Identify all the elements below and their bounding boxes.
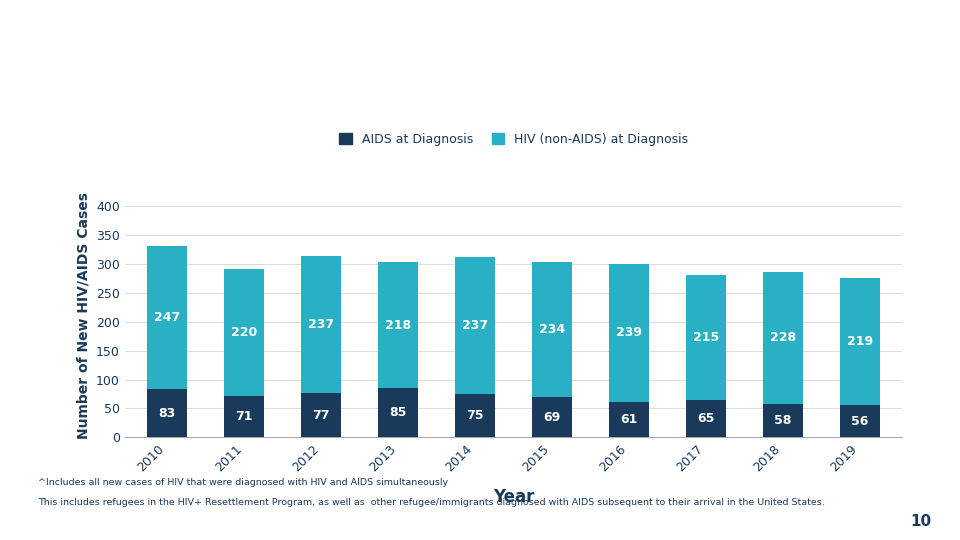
Text: This includes refugees in the HIV+ Resettlement Program, as well as  other refug: This includes refugees in the HIV+ Reset… xyxy=(38,498,826,507)
Text: 234: 234 xyxy=(539,323,565,336)
Text: 219: 219 xyxy=(847,335,873,348)
Bar xyxy=(378,262,419,388)
Y-axis label: Number of New HIV/AIDS Cases: Number of New HIV/AIDS Cases xyxy=(77,192,90,440)
Bar xyxy=(224,396,264,437)
Text: 75: 75 xyxy=(467,409,484,422)
Legend: AIDS at Diagnosis, HIV (non-AIDS) at Diagnosis: AIDS at Diagnosis, HIV (non-AIDS) at Dia… xyxy=(334,128,693,151)
Text: 61: 61 xyxy=(620,413,637,426)
Text: 83: 83 xyxy=(158,407,176,420)
Bar xyxy=(147,389,187,437)
Text: 58: 58 xyxy=(775,414,792,427)
Text: 77: 77 xyxy=(312,409,330,422)
Bar xyxy=(686,400,726,437)
Text: 69: 69 xyxy=(543,411,561,424)
Bar xyxy=(378,388,419,437)
Bar xyxy=(301,393,341,437)
Bar xyxy=(840,405,880,437)
Bar xyxy=(532,262,572,397)
Text: 239: 239 xyxy=(616,327,642,340)
Bar xyxy=(301,256,341,393)
X-axis label: Year: Year xyxy=(492,489,535,507)
Text: 247: 247 xyxy=(154,312,180,325)
Bar xyxy=(840,278,880,405)
Bar xyxy=(686,275,726,400)
Bar xyxy=(455,257,495,394)
Text: 215: 215 xyxy=(693,331,719,344)
Bar xyxy=(609,402,649,437)
Text: 71: 71 xyxy=(235,410,252,423)
Text: HIV (non-AIDS) and AIDS^ at Diagnosis by Year, 2010-2019: HIV (non-AIDS) and AIDS^ at Diagnosis by… xyxy=(0,33,960,62)
Text: 65: 65 xyxy=(697,412,715,425)
Bar xyxy=(147,246,187,389)
Text: 85: 85 xyxy=(390,406,407,420)
Text: ^Includes all new cases of HIV that were diagnosed with HIV and AIDS simultaneou: ^Includes all new cases of HIV that were… xyxy=(38,478,448,487)
Text: 56: 56 xyxy=(852,415,869,428)
Bar xyxy=(224,269,264,396)
Bar xyxy=(763,272,804,404)
Text: 10: 10 xyxy=(910,514,931,529)
Bar xyxy=(763,404,804,437)
Bar xyxy=(532,397,572,437)
Text: 220: 220 xyxy=(231,326,257,339)
Bar xyxy=(455,394,495,437)
Text: 228: 228 xyxy=(770,332,796,345)
Text: 237: 237 xyxy=(462,319,489,332)
Text: 237: 237 xyxy=(308,318,334,331)
Bar xyxy=(609,264,649,402)
Text: 218: 218 xyxy=(385,319,411,332)
